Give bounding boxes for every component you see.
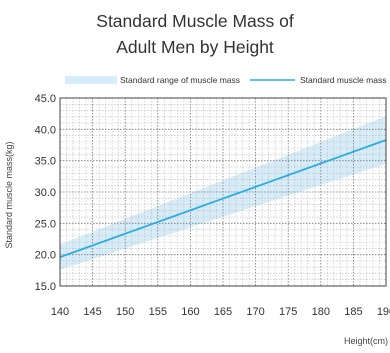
y-tick-label: 35.0 xyxy=(35,156,56,168)
y-tick-label: 25.0 xyxy=(35,218,56,230)
x-tick-label: 140 xyxy=(51,306,69,318)
legend-range-swatch xyxy=(65,76,117,84)
legend-range-label: Standard range of muscle mass xyxy=(120,75,240,85)
chart-title-line-1: Standard Muscle Mass of xyxy=(96,11,294,31)
plot-frame xyxy=(59,97,387,287)
x-tick-label: 190 xyxy=(377,306,390,318)
legend-line-label: Standard muscle mass xyxy=(300,75,386,85)
series-line xyxy=(59,139,387,259)
y-axis-label: Standard muscle mass(kg) xyxy=(4,141,14,248)
y-tick-label: 30.0 xyxy=(35,187,56,199)
x-tick-labels: 140 145 150 155 160 165 170 175 180 185 190 xyxy=(51,306,390,318)
y-tick-labels: 15.0 20.0 25.0 30.0 35.0 40.0 45.0 xyxy=(35,93,56,293)
y-tick-label: 15.0 xyxy=(35,281,56,293)
x-tick-label: 170 xyxy=(246,306,264,318)
y-tick-label: 40.0 xyxy=(35,124,56,136)
chart-title-line-2: Adult Men by Height xyxy=(116,37,274,57)
range-band xyxy=(60,116,386,270)
grid-layer xyxy=(59,97,387,287)
x-tick-label: 160 xyxy=(181,306,199,318)
x-tick-label: 180 xyxy=(312,306,330,318)
y-tick-label: 45.0 xyxy=(35,93,56,105)
x-tick-label: 175 xyxy=(279,306,297,318)
x-axis-label: Height(cm) xyxy=(344,336,388,346)
x-tick-label: 165 xyxy=(214,306,232,318)
legend: Standard range of muscle mass Standard m… xyxy=(65,75,386,85)
x-tick-label: 145 xyxy=(83,306,101,318)
frame-layer xyxy=(59,97,387,287)
series-layer xyxy=(59,139,387,259)
y-tick-label: 20.0 xyxy=(35,250,56,262)
x-tick-label: 150 xyxy=(116,306,134,318)
x-tick-label: 185 xyxy=(344,306,362,318)
x-tick-label: 155 xyxy=(149,306,167,318)
range-band-layer xyxy=(60,116,386,270)
